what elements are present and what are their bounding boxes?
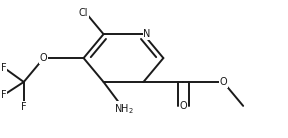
Text: F: F	[21, 102, 26, 112]
Text: F: F	[1, 90, 7, 100]
Text: O: O	[179, 101, 187, 111]
Text: Cl: Cl	[79, 8, 88, 18]
Text: O: O	[40, 53, 48, 63]
Text: F: F	[1, 63, 7, 73]
Text: O: O	[219, 77, 227, 87]
Text: NH$_2$: NH$_2$	[113, 102, 133, 116]
Text: N: N	[143, 29, 151, 39]
